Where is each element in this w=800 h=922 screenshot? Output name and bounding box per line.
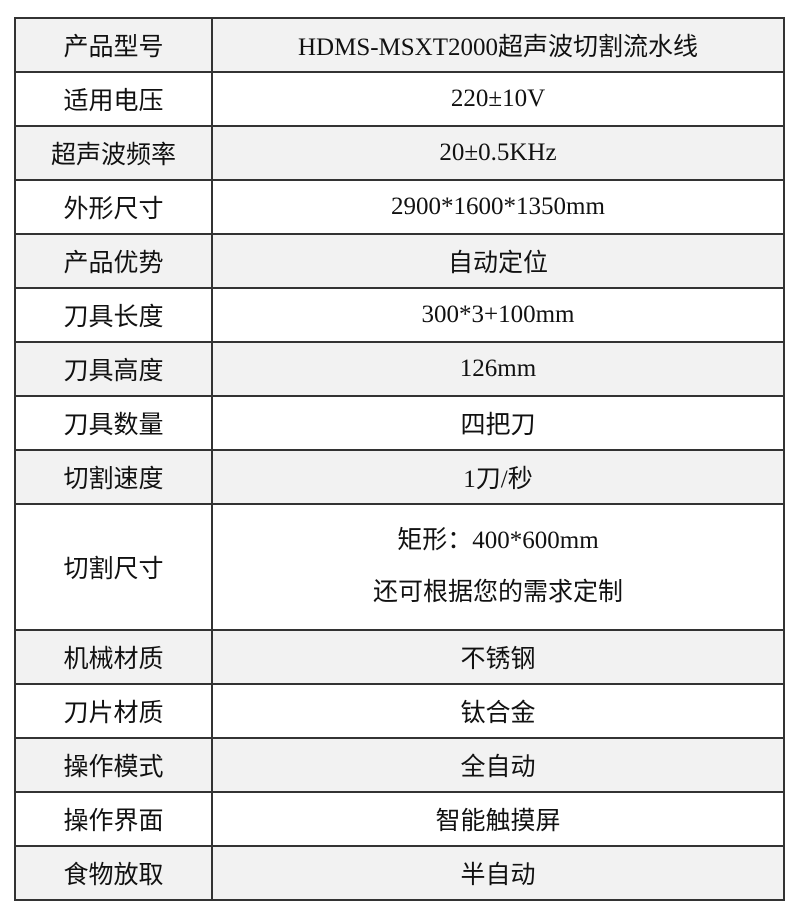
table-row: 操作模式 全自动 (14, 737, 785, 793)
row-label: 刀片材质 (14, 683, 213, 739)
table-row: 产品优势 自动定位 (14, 233, 785, 289)
table-row: 产品型号 HDMS-MSXT2000超声波切割流水线 (14, 17, 785, 73)
row-label: 刀具数量 (14, 395, 213, 451)
row-label: 操作模式 (14, 737, 213, 793)
row-label: 适用电压 (14, 71, 213, 127)
row-value: 不锈钢 (211, 629, 785, 685)
row-value: 全自动 (211, 737, 785, 793)
table-row: 切割尺寸 矩形：400*600mm 还可根据您的需求定制 (14, 503, 785, 631)
row-value: 自动定位 (211, 233, 785, 289)
table-row: 刀片材质 钛合金 (14, 683, 785, 739)
row-value: 四把刀 (211, 395, 785, 451)
value-line: 还可根据您的需求定制 (372, 579, 623, 606)
row-label: 操作界面 (14, 791, 213, 847)
table-row: 食物放取 半自动 (14, 845, 785, 901)
row-label: 切割速度 (14, 449, 213, 505)
row-label: 刀具长度 (14, 287, 213, 343)
row-value: 126mm (211, 341, 785, 397)
row-label: 切割尺寸 (14, 503, 213, 631)
row-value: 2900*1600*1350mm (211, 179, 785, 235)
row-label: 食物放取 (14, 845, 213, 901)
table-row: 外形尺寸 2900*1600*1350mm (14, 179, 785, 235)
row-label: 外形尺寸 (14, 179, 213, 235)
row-value: 220±10V (211, 71, 785, 127)
spec-table: 产品型号 HDMS-MSXT2000超声波切割流水线 适用电压 220±10V 超声波频… (14, 17, 785, 901)
table-row: 操作界面 智能触摸屏 (14, 791, 785, 847)
table-row: 适用电压 220±10V (14, 71, 785, 127)
row-label: 产品优势 (14, 233, 213, 289)
row-value: 半自动 (211, 845, 785, 901)
table-row: 超声波频率 20±0.5KHz (14, 125, 785, 181)
row-value: 300*3+100mm (211, 287, 785, 343)
table-row: 切割速度 1刀/秒 (14, 449, 785, 505)
row-value: HDMS-MSXT2000超声波切割流水线 (211, 17, 785, 73)
value-line: 矩形：400*600mm (397, 527, 599, 554)
table-row: 刀具长度 300*3+100mm (14, 287, 785, 343)
table-row: 机械材质 不锈钢 (14, 629, 785, 685)
row-label: 刀具高度 (14, 341, 213, 397)
row-label: 超声波频率 (14, 125, 213, 181)
row-value: 智能触摸屏 (211, 791, 785, 847)
table-row: 刀具数量 四把刀 (14, 395, 785, 451)
table-row: 刀具高度 126mm (14, 341, 785, 397)
row-value: 钛合金 (211, 683, 785, 739)
row-value: 20±0.5KHz (211, 125, 785, 181)
row-value: 1刀/秒 (211, 449, 785, 505)
row-value: 矩形：400*600mm 还可根据您的需求定制 (211, 503, 785, 631)
row-label: 机械材质 (14, 629, 213, 685)
row-label: 产品型号 (14, 17, 213, 73)
